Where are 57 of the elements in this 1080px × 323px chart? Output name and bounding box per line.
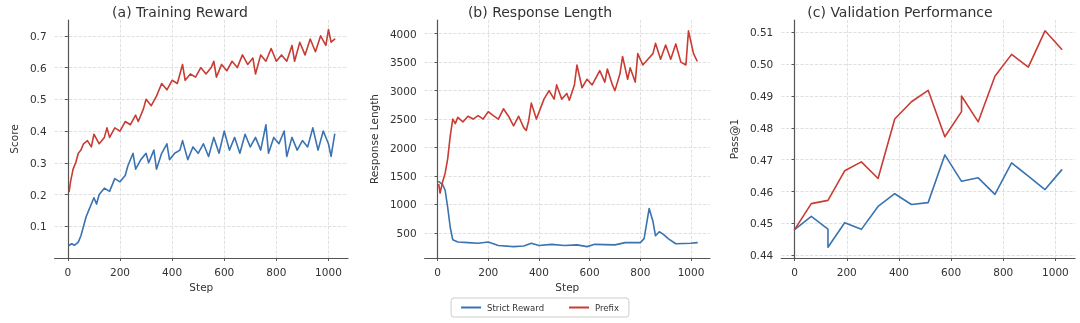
y-tick-label: 0.51 — [749, 26, 774, 39]
y-axis-title: Pass@1 — [727, 118, 740, 160]
line-series — [438, 30, 698, 194]
y-tick-label: 3000 — [389, 84, 417, 97]
y-axis-title: Response Length — [367, 94, 380, 184]
x-tick-label: 600 — [214, 265, 235, 278]
y-tick-label: 0.6 — [29, 61, 47, 74]
y-tick-label: 1500 — [389, 170, 417, 183]
x-tick-label: 600 — [941, 265, 962, 278]
line-series — [793, 30, 1063, 231]
y-tick-label: 3500 — [389, 56, 417, 69]
y-tick-label: 0.46 — [749, 185, 774, 198]
x-tick-label: 1000 — [315, 265, 342, 278]
chart-title: (c) Validation Performance — [807, 4, 993, 20]
legend-label: Prefix — [595, 302, 619, 313]
chart-title: (a) Training Reward — [112, 4, 248, 20]
line-series — [68, 28, 336, 193]
y-tick-label: 2000 — [389, 141, 417, 154]
x-axis-title: Step — [555, 281, 580, 294]
x-tick-label: 400 — [888, 265, 909, 278]
x-tick-label: 200 — [109, 265, 131, 278]
y-tick-label: 0.45 — [749, 217, 774, 230]
legend-label: Strict Reward — [487, 302, 545, 313]
x-tick-label: 1000 — [1042, 265, 1069, 278]
x-tick-label: 200 — [478, 265, 499, 278]
chart-title: (b) Response Length — [467, 4, 613, 20]
y-tick-label: 2500 — [389, 113, 417, 126]
y-tick-label: 0.50 — [749, 58, 774, 71]
x-tick-label: 0 — [434, 265, 441, 278]
y-axis-title: Score — [7, 124, 20, 154]
y-tick-label: 500 — [396, 226, 417, 239]
x-tick-label: 800 — [630, 265, 651, 278]
y-tick-label: 0.1 — [29, 220, 47, 233]
y-tick-label: 0.3 — [29, 156, 47, 169]
line-series — [438, 180, 698, 248]
x-tick-label: 400 — [162, 265, 183, 278]
y-tick-label: 1000 — [389, 198, 417, 211]
y-tick-label: 0.48 — [749, 121, 774, 134]
x-tick-label: 200 — [836, 265, 857, 278]
x-tick-label: 0 — [791, 265, 798, 278]
y-tick-label: 0.7 — [29, 29, 47, 42]
y-tick-label: 0.47 — [749, 153, 774, 166]
y-tick-label: 0.49 — [749, 90, 774, 103]
y-tick-label: 0.4 — [29, 125, 47, 138]
line-series — [793, 154, 1063, 248]
x-axis-title: Step — [189, 281, 214, 294]
x-tick-label: 400 — [528, 265, 549, 278]
y-tick-label: 4000 — [389, 27, 417, 40]
x-tick-label: 1000 — [677, 265, 705, 278]
y-tick-label: 0.2 — [29, 188, 47, 201]
x-tick-label: 0 — [64, 265, 72, 278]
line-series — [68, 123, 336, 247]
y-tick-label: 0.5 — [29, 93, 47, 106]
x-tick-label: 800 — [993, 265, 1014, 278]
x-tick-label: 800 — [266, 265, 287, 278]
x-tick-label: 600 — [579, 265, 600, 278]
y-tick-label: 0.44 — [749, 249, 774, 262]
